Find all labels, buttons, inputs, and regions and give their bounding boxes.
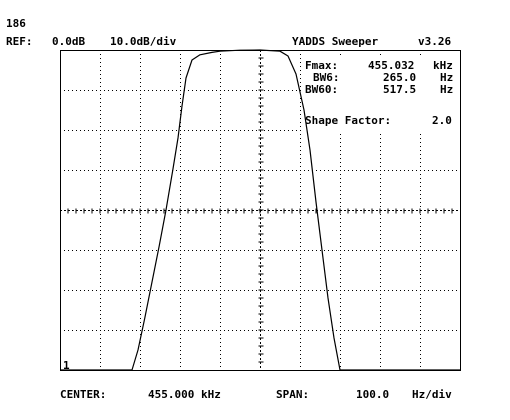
readout-backdrop bbox=[301, 56, 459, 131]
sweep-count: 186 bbox=[6, 17, 26, 30]
bw60-unit: Hz bbox=[440, 83, 454, 96]
bw60-value: 517.5 bbox=[383, 83, 417, 96]
span-value: 100.0 bbox=[356, 388, 390, 401]
fmax-unit: kHz bbox=[433, 59, 453, 72]
ref-label: REF: bbox=[6, 35, 33, 48]
app-title: YADDS Sweeper bbox=[292, 35, 379, 48]
app-version: v3.26 bbox=[418, 35, 452, 48]
bw60-label: BW60: bbox=[305, 83, 339, 96]
shape-factor-value: 2.0 bbox=[432, 114, 452, 127]
vertical-scale: 10.0dB/div bbox=[110, 35, 177, 48]
fmax-value: 455.032 bbox=[368, 59, 415, 72]
fmax-label: Fmax: bbox=[305, 59, 339, 72]
center-label: CENTER: bbox=[60, 388, 107, 401]
span-unit: Hz/div bbox=[412, 388, 452, 401]
shape-factor-label: Shape Factor: bbox=[305, 114, 392, 127]
trace-marker: 1 bbox=[63, 359, 70, 372]
span-label: SPAN: bbox=[276, 388, 310, 401]
bw6-unit: Hz bbox=[440, 71, 454, 84]
center-frequency: 455.000 kHz bbox=[148, 388, 221, 401]
ref-level: 0.0dB bbox=[52, 35, 86, 48]
sweep-trace-1 bbox=[60, 49, 460, 371]
bw6-value: 265.0 bbox=[383, 71, 417, 84]
bw6-label: BW6: bbox=[313, 71, 340, 84]
